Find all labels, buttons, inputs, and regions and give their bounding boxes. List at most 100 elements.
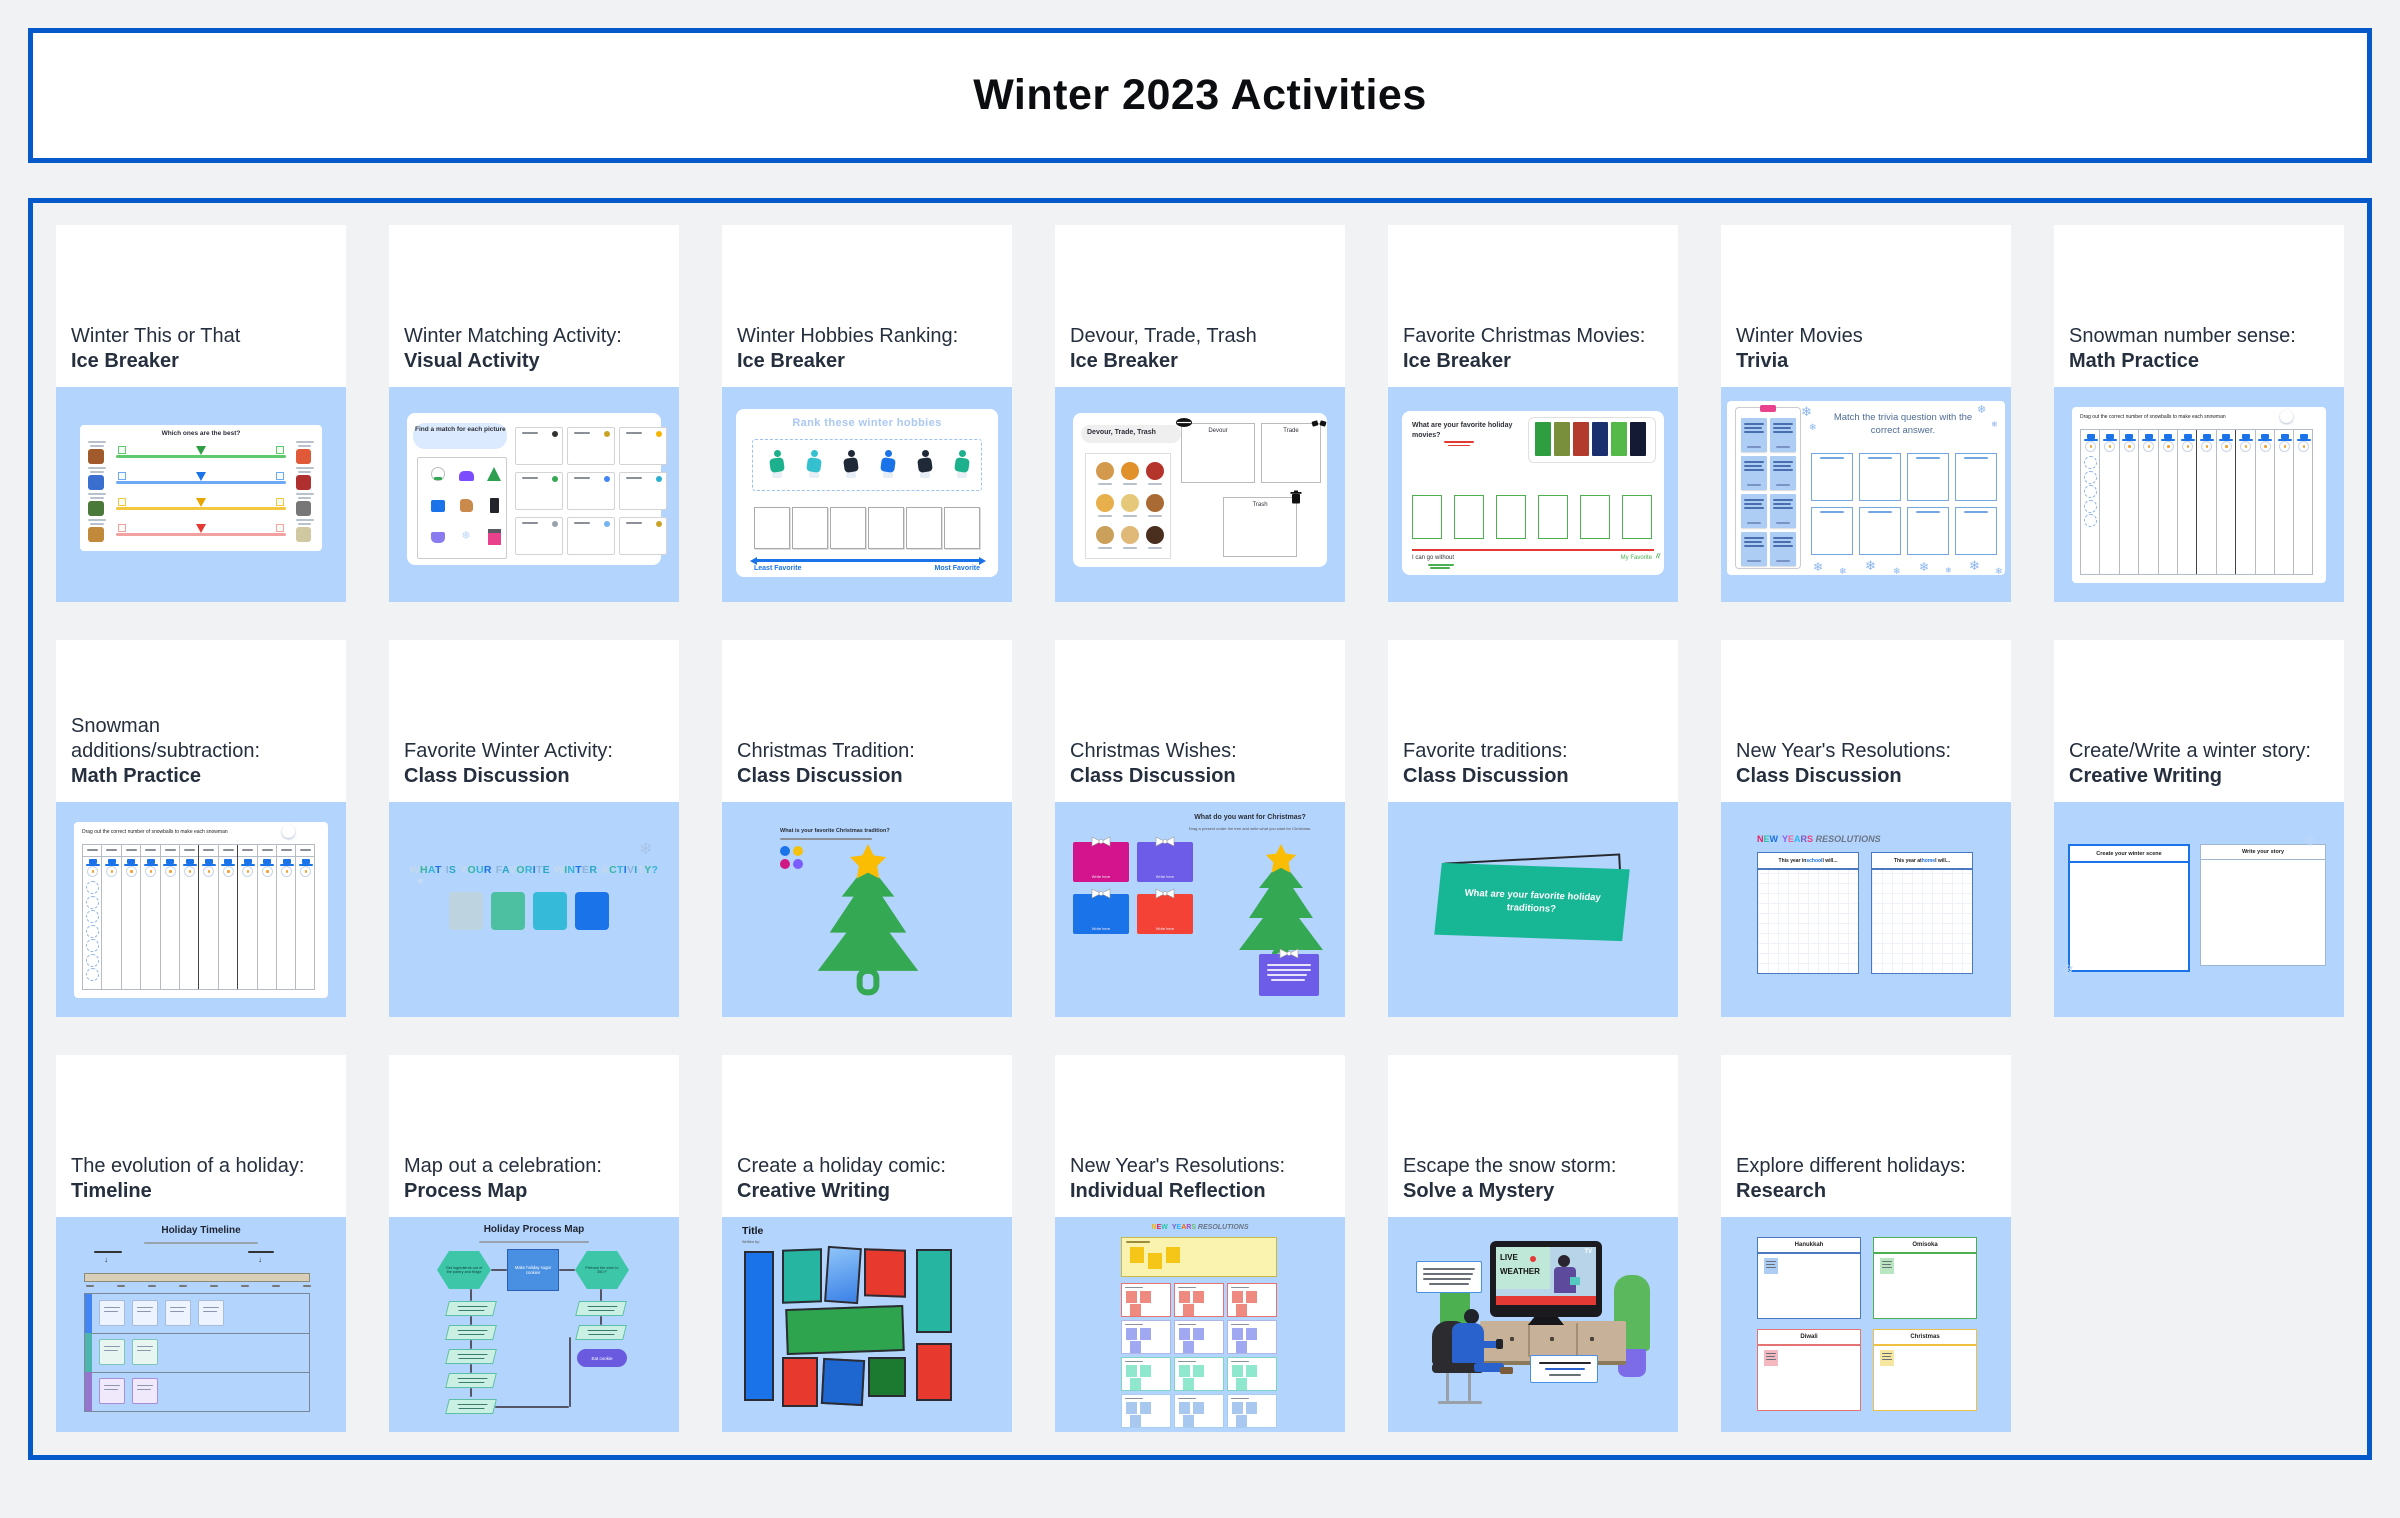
- activity-card[interactable]: Favorite Winter Activity: Class Discussi…: [389, 640, 679, 1017]
- match-slot: [619, 427, 667, 465]
- match-picture: [430, 497, 446, 513]
- snowman-column: [2235, 430, 2254, 574]
- card-thumbnail[interactable]: Drag out the correct number of snowballs…: [56, 802, 346, 1017]
- card-thumbnail[interactable]: What is your favorite Christmas traditio…: [722, 802, 1012, 1017]
- thumb-heading: NEW YEARS RESOLUTIONS: [1151, 1224, 1249, 1231]
- activity-card[interactable]: Map out a celebration: Process Map Holid…: [389, 1055, 679, 1432]
- snowman-icon: [2122, 434, 2137, 453]
- rank-slot: [792, 507, 828, 549]
- activity-card[interactable]: Create a holiday comic: Creative Writing…: [722, 1055, 1012, 1432]
- activity-card[interactable]: Winter Hobbies Ranking: Ice Breaker Rank…: [722, 225, 1012, 602]
- activity-card[interactable]: Winter Matching Activity: Visual Activit…: [389, 225, 679, 602]
- activity-card[interactable]: Christmas Tradition: Class Discussion Wh…: [722, 640, 1012, 1017]
- card-thumbnail[interactable]: Drag out the correct number of snowballs…: [2054, 387, 2344, 602]
- winter-hobby-figure: [804, 450, 824, 480]
- thumb-heading: Which ones are the best?: [161, 430, 241, 437]
- gift-label: Write here: [1091, 926, 1111, 931]
- sticky-note: [1232, 1328, 1243, 1340]
- activity-card[interactable]: Favorite Christmas Movies: Ice Breaker W…: [1388, 225, 1678, 602]
- cookie-image: [1146, 526, 1164, 544]
- person-leg: [1474, 1363, 1504, 1372]
- snowball-slot: [85, 939, 99, 952]
- movie-slot: [1412, 495, 1442, 539]
- winter-hobby-figure: [841, 450, 861, 480]
- card-thumbnail[interactable]: Find a match for each picture ❄: [389, 387, 679, 602]
- card-subtitle: Creative Writing: [737, 1180, 890, 1202]
- snowball-slot: [2083, 456, 2097, 469]
- card-title: Snowman additions/subtraction:: [71, 715, 261, 762]
- card-thumbnail[interactable]: LIVE WEATHER TV: [1388, 1217, 1678, 1432]
- activity-card[interactable]: Snowman number sense: Math Practice Drag…: [2054, 225, 2344, 602]
- resolution-box: [1227, 1283, 1277, 1317]
- question-sticky-note: [1741, 418, 1767, 452]
- activity-card[interactable]: Explore different holidays: Research Han…: [1721, 1055, 2011, 1432]
- live-label: LIVE: [1500, 1253, 1518, 1262]
- process-step: [575, 1301, 627, 1316]
- activity-card[interactable]: Favorite traditions: Class Discussion Wh…: [1388, 640, 1678, 1017]
- card-thumbnail[interactable]: NEW YEARS RESOLUTIONS This year in school…: [1721, 802, 2011, 1017]
- sticky-note: [1130, 1378, 1141, 1390]
- activity-card[interactable]: Christmas Wishes: Class Discussion What …: [1055, 640, 1345, 1017]
- snowball-slot: [85, 895, 99, 909]
- sticky-note: [1236, 1378, 1247, 1390]
- sticky-note: [1140, 1291, 1151, 1303]
- sticky-note: [1140, 1402, 1151, 1414]
- activity-image: [296, 475, 311, 490]
- card-thumbnail[interactable]: Title Written by:: [722, 1217, 1012, 1432]
- timeline-card: [165, 1300, 191, 1326]
- process-start-hex: Get ingredients out of the pantry and fr…: [437, 1251, 491, 1289]
- activity-card[interactable]: Snowman additions/subtraction: Math Prac…: [56, 640, 346, 1017]
- card-title: New Year's Resolutions:: [1070, 1155, 1286, 1177]
- activity-card[interactable]: Winter Movies Trivia Match the trivia qu…: [1721, 225, 2011, 602]
- activity-card[interactable]: Create/Write a winter story: Creative Wr…: [2054, 640, 2344, 1017]
- rank-slot: [944, 507, 980, 549]
- card-thumbnail[interactable]: Devour, Trade, Trash Devour Trade Trash: [1055, 387, 1345, 602]
- tv-stand: [1528, 1315, 1564, 1325]
- card-thumbnail[interactable]: NEW YEARS RESOLUTIONS: [1055, 1217, 1345, 1432]
- snowman-icon: [2199, 434, 2214, 453]
- activity-card[interactable]: Devour, Trade, Trash Ice Breaker Devour,…: [1055, 225, 1345, 602]
- card-thumbnail[interactable]: Match the trivia question with the corre…: [1721, 387, 2011, 602]
- snowman-icon: [2258, 434, 2273, 453]
- card-title-block: New Year's Resolutions: Individual Refle…: [1055, 1055, 1345, 1217]
- posters-tray: [1528, 417, 1656, 463]
- slider-pin: [196, 498, 206, 507]
- snowflake-icon: ❄: [1991, 420, 1998, 429]
- holiday-box: Christmas: [1873, 1329, 1977, 1411]
- card-title-block: The evolution of a holiday: Timeline: [56, 1055, 346, 1217]
- slider-pin: [196, 524, 206, 533]
- card-thumbnail[interactable]: What are your favorite holiday tradition…: [1388, 802, 1678, 1017]
- sticky-note: [1880, 1350, 1894, 1366]
- thumb-heading: WHAT IS YOUR FAVORITE WINTER ACTIVITY?: [409, 864, 659, 876]
- card-thumbnail[interactable]: WHAT IS YOUR FAVORITE WINTER ACTIVITY? ❄ ❄: [389, 802, 679, 1017]
- activity-card[interactable]: Winter This or That Ice Breaker Which on…: [56, 225, 346, 602]
- news-ticker: [1496, 1296, 1596, 1305]
- activity-card[interactable]: Escape the snow storm: Solve a Mystery L…: [1388, 1055, 1678, 1432]
- activity-card[interactable]: New Year's Resolutions: Class Discussion…: [1721, 640, 2011, 1017]
- card-title: Winter Hobbies Ranking:: [737, 325, 959, 347]
- sticky-note: [1193, 1328, 1204, 1340]
- activity-card[interactable]: The evolution of a holiday: Timeline Hol…: [56, 1055, 346, 1432]
- timeline-lane: [85, 1294, 309, 1334]
- sticky-note: [1130, 1247, 1144, 1263]
- movie-poster: [1573, 422, 1589, 456]
- card-thumbnail[interactable]: What do you want for Christmas? Drag a p…: [1055, 802, 1345, 1017]
- snowman-icon: [260, 859, 275, 878]
- worksheet: Match the trivia question with the corre…: [1727, 401, 2005, 576]
- card-subtitle: Trivia: [1736, 350, 1789, 372]
- cards-grid: Winter This or That Ice Breaker Which on…: [56, 225, 2344, 1432]
- card-thumbnail[interactable]: Which ones are the best?: [56, 387, 346, 602]
- snowman-column: [82, 845, 102, 989]
- answer-box: [1859, 507, 1901, 555]
- card-thumbnail[interactable]: What are your favorite holiday movies? I…: [1388, 387, 1678, 602]
- activity-card[interactable]: New Year's Resolutions: Individual Refle…: [1055, 1055, 1345, 1432]
- card-thumbnail[interactable]: Create your winter scene Write your stor…: [2054, 802, 2344, 1017]
- sticky-note: [1166, 1247, 1180, 1263]
- card-thumbnail[interactable]: Holiday Timeline ↓ ↓: [56, 1217, 346, 1432]
- card-title: The evolution of a holiday:: [71, 1155, 305, 1177]
- card-subtitle: Class Discussion: [1070, 765, 1236, 787]
- christmas-tree: [817, 844, 919, 996]
- card-thumbnail[interactable]: Hanukkah Omisoka Diwali Christmas: [1721, 1217, 2011, 1432]
- card-thumbnail[interactable]: Holiday Process Map Get ingredients out …: [389, 1217, 679, 1432]
- card-thumbnail[interactable]: Rank these winter hobbies Least Favorite…: [722, 387, 1012, 602]
